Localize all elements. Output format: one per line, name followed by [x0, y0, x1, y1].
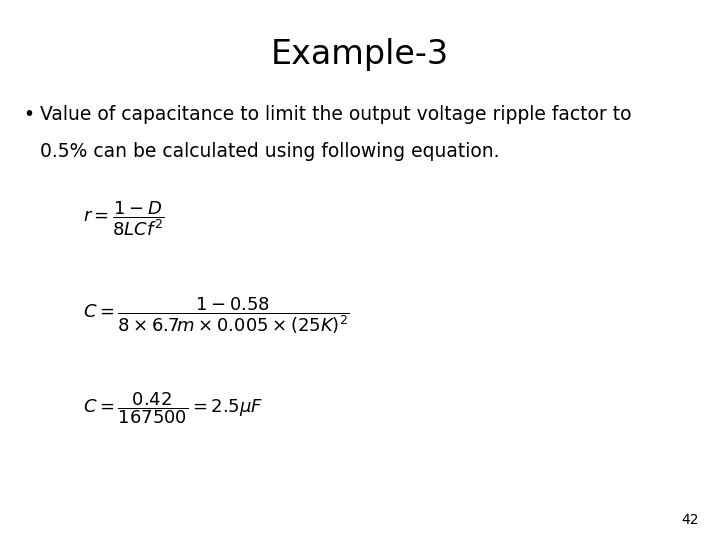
- Text: $C = \dfrac{0.42}{167500} = 2.5\mu F$: $C = \dfrac{0.42}{167500} = 2.5\mu F$: [83, 390, 264, 426]
- Text: Example-3: Example-3: [271, 38, 449, 71]
- Text: $r = \dfrac{1-D}{8LCf^{2}}$: $r = \dfrac{1-D}{8LCf^{2}}$: [83, 199, 165, 238]
- Text: 0.5% can be calculated using following equation.: 0.5% can be calculated using following e…: [40, 142, 499, 161]
- Text: •: •: [23, 105, 34, 124]
- Text: Value of capacitance to limit the output voltage ripple factor to: Value of capacitance to limit the output…: [40, 105, 631, 124]
- Text: $C = \dfrac{1-0.58}{8 \times 6.7m \times 0.005 \times (25K)^{2}}$: $C = \dfrac{1-0.58}{8 \times 6.7m \times…: [83, 295, 349, 336]
- Text: 42: 42: [681, 512, 698, 526]
